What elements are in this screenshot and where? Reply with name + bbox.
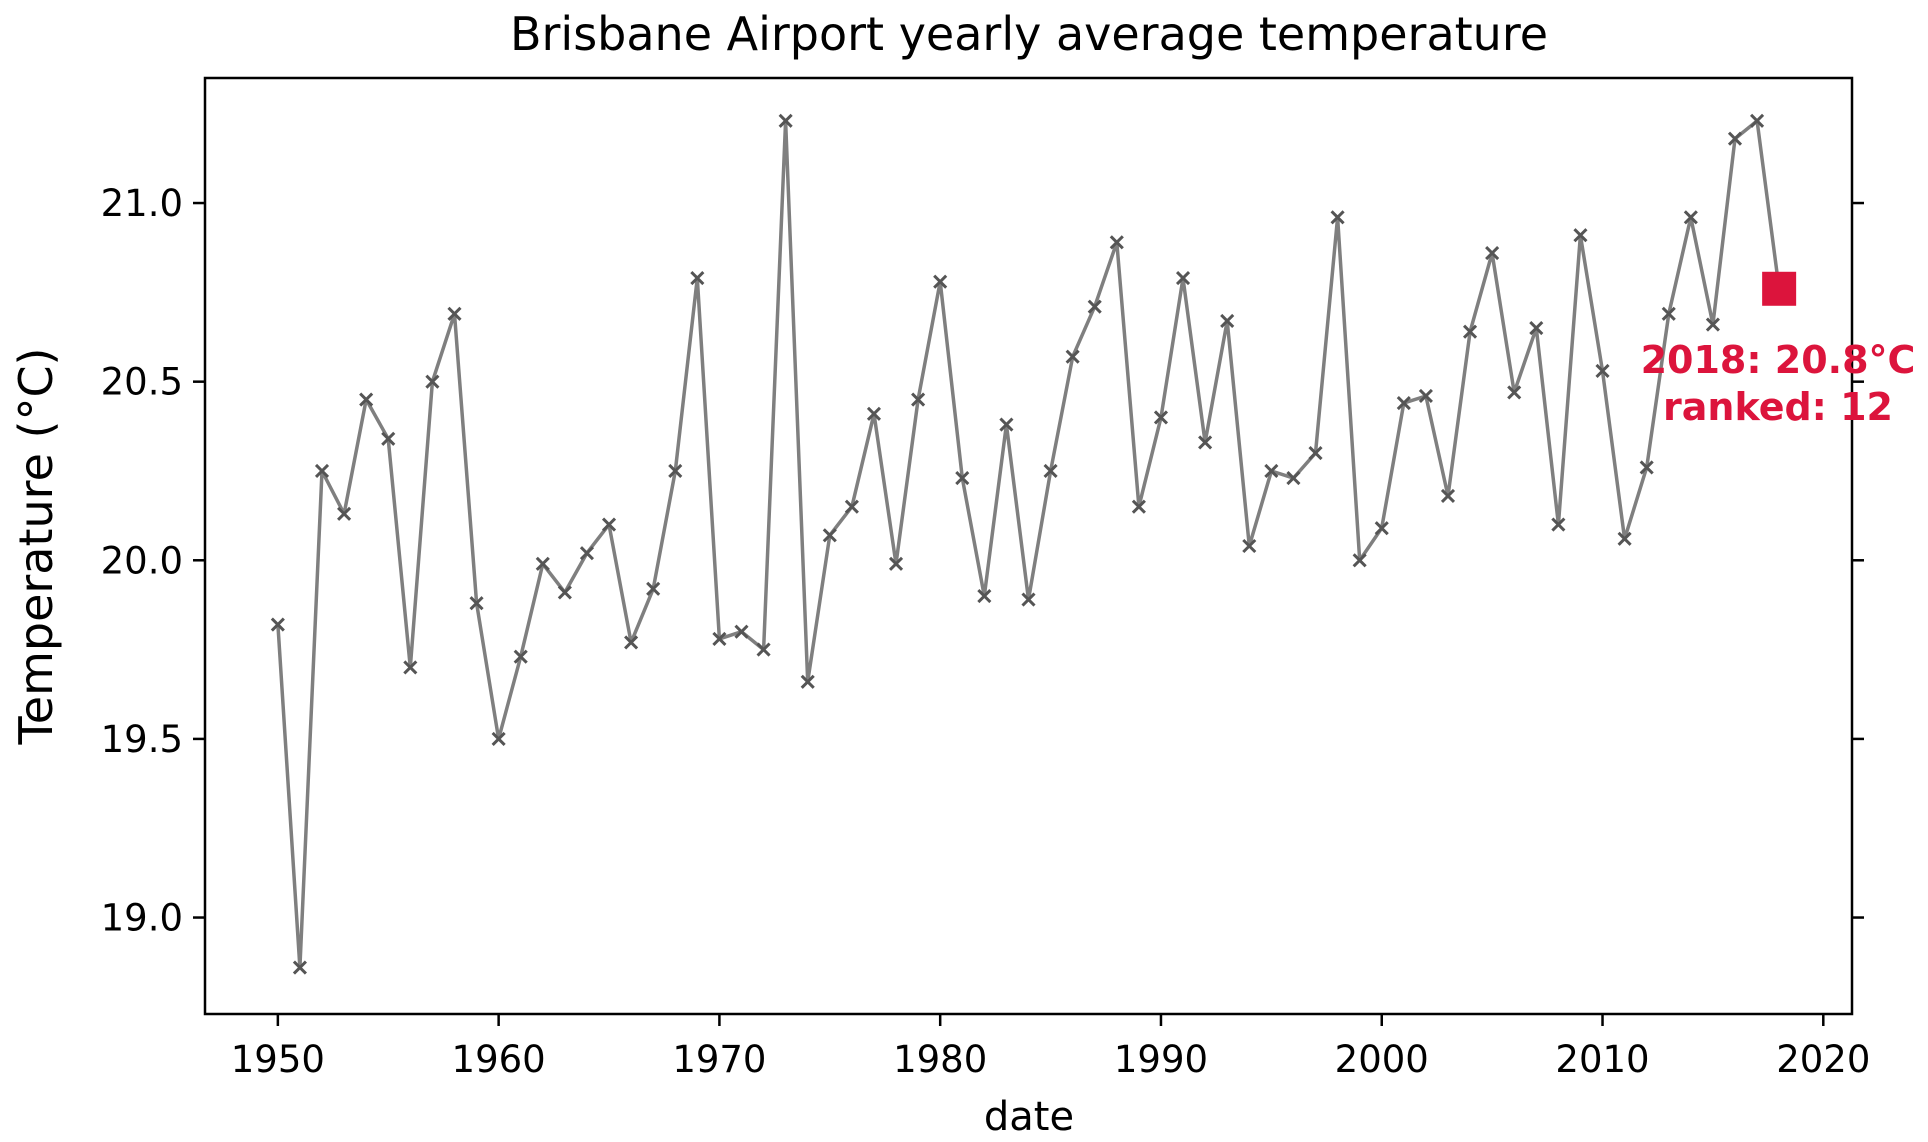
y-tick-label: 19.0	[101, 897, 183, 940]
data-point	[1440, 488, 1456, 504]
data-point	[1286, 471, 1301, 486]
data-point	[1242, 538, 1257, 554]
data-point	[1352, 553, 1367, 568]
highlight-marker	[1762, 271, 1797, 306]
data-point	[557, 585, 572, 600]
data-point	[447, 306, 462, 321]
data-point	[955, 471, 970, 486]
data-point	[1683, 210, 1698, 225]
y-axis-label: Temperature (°C)	[9, 347, 63, 745]
data-point	[1109, 235, 1124, 250]
data-point	[535, 556, 550, 571]
data-point	[1198, 435, 1213, 450]
axis-ticks: 1950 1960 1970 1980 1990 2000 2010 2020 19.0 19.5…	[101, 182, 1871, 1081]
data-point	[1529, 321, 1544, 336]
data-point	[359, 392, 374, 407]
data-point	[822, 528, 837, 543]
data-point	[1750, 113, 1765, 128]
data-point	[1551, 517, 1566, 532]
data-point	[1727, 131, 1743, 146]
y-tick-label: 19.5	[101, 718, 183, 761]
data-point	[1043, 463, 1058, 479]
data-point	[646, 581, 661, 596]
data-point	[337, 506, 352, 521]
data-point	[756, 642, 771, 657]
data-point	[425, 374, 440, 389]
data-point	[1087, 299, 1102, 314]
data-point	[1131, 499, 1146, 514]
chart-title: Brisbane Airport yearly average temperat…	[510, 7, 1548, 61]
data-point	[999, 417, 1014, 432]
data-point	[1418, 388, 1433, 404]
data-point	[1639, 460, 1654, 475]
data-point	[1153, 410, 1169, 425]
data-point	[270, 617, 285, 632]
data-point	[668, 463, 683, 479]
data-point	[624, 635, 639, 650]
data-point	[1705, 317, 1720, 332]
y-tick-label: 20.0	[101, 539, 183, 582]
data-point	[712, 631, 727, 646]
series-line	[276, 119, 1781, 970]
data-point	[403, 660, 418, 675]
data-point	[513, 649, 528, 664]
x-tick-label: 1990	[1114, 1038, 1208, 1081]
data-point	[734, 624, 749, 639]
data-point	[491, 731, 506, 746]
data-point	[1573, 228, 1588, 243]
data-point	[1462, 324, 1478, 339]
data-point	[778, 113, 793, 128]
data-point	[1021, 592, 1036, 607]
y-tick-label: 20.5	[101, 361, 183, 404]
data-point	[601, 517, 617, 532]
x-tick-label: 1950	[231, 1038, 325, 1081]
data-point	[1264, 463, 1279, 479]
data-point	[381, 431, 396, 446]
x-tick-label: 1980	[893, 1038, 987, 1081]
data-point	[1661, 306, 1676, 321]
data-point	[800, 674, 815, 689]
data-point	[1595, 363, 1610, 379]
x-tick-label: 2020	[1776, 1038, 1870, 1081]
data-point	[888, 556, 904, 571]
highlight-group	[1762, 271, 1797, 306]
x-tick-label: 1970	[672, 1038, 766, 1081]
data-point	[977, 588, 992, 604]
data-point	[1330, 210, 1345, 225]
data-point	[1396, 396, 1411, 411]
data-point	[1308, 446, 1323, 461]
data-point	[1175, 271, 1191, 286]
data-series	[270, 113, 1787, 975]
data-point	[1507, 385, 1522, 400]
data-point	[292, 960, 307, 975]
data-point	[866, 406, 882, 421]
x-tick-label: 2010	[1555, 1038, 1649, 1081]
y-tick-label: 21.0	[101, 182, 183, 225]
data-point	[911, 392, 926, 407]
highlight-label-line-2: ranked: 12	[1663, 385, 1893, 429]
highlight-label-line-1: 2018: 20.8°C	[1641, 338, 1916, 382]
plot-frame	[203, 76, 1854, 1016]
data-point	[314, 463, 330, 479]
data-point	[1485, 245, 1500, 261]
data-point	[933, 274, 948, 289]
data-point	[1065, 349, 1080, 364]
x-tick-label: 1960	[452, 1038, 546, 1081]
data-point	[579, 546, 595, 561]
x-axis-label: date	[984, 1094, 1074, 1140]
data-point	[690, 271, 705, 286]
data-point	[1220, 313, 1235, 328]
data-point	[1617, 531, 1632, 546]
data-point	[469, 596, 484, 611]
data-point	[1374, 521, 1389, 536]
x-tick-label: 2000	[1335, 1038, 1429, 1081]
data-point	[844, 499, 859, 514]
